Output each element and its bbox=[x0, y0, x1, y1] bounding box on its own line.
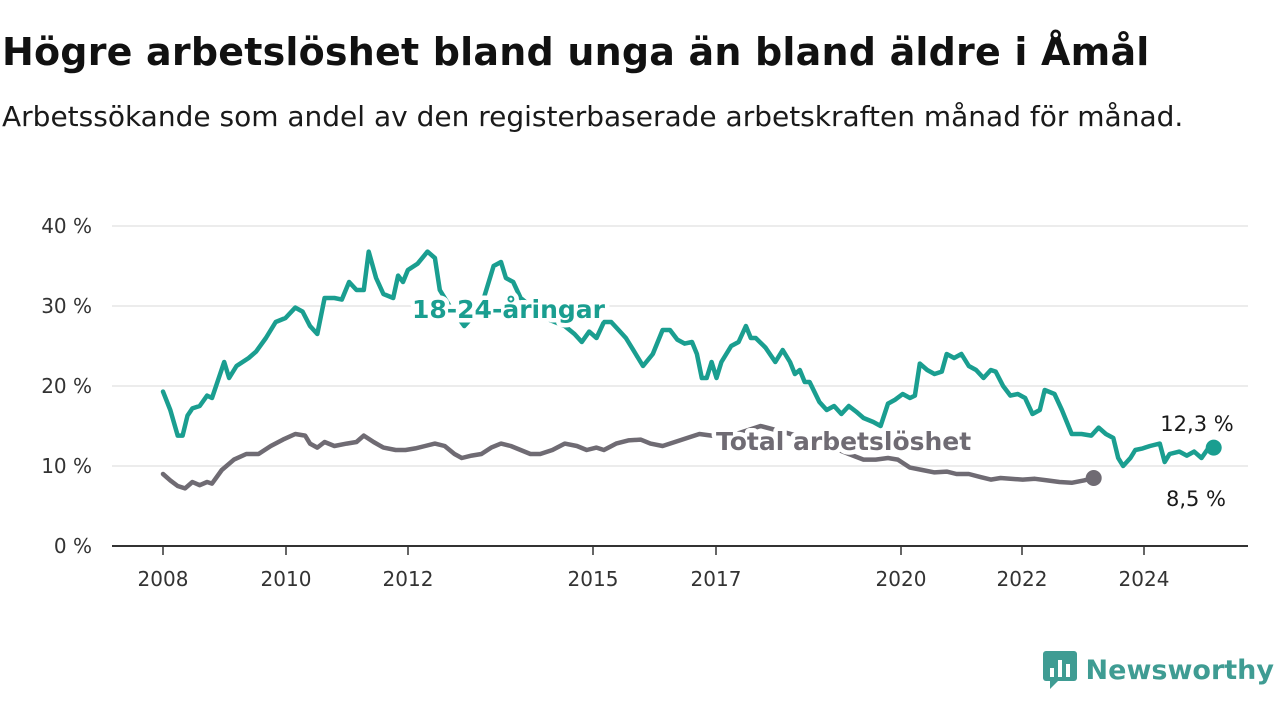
y-tick-label: 30 % bbox=[41, 294, 92, 318]
chart-subtitle: Arbetssökande som andel av den registerb… bbox=[2, 100, 1184, 133]
newsworthy-icon bbox=[1042, 651, 1077, 689]
series-end-marker bbox=[1085, 470, 1102, 486]
brand-name: Newsworthy bbox=[1085, 654, 1274, 686]
series-name-halo: Total arbetslöshet bbox=[716, 427, 971, 456]
y-tick-label: 10 % bbox=[41, 454, 92, 478]
x-tick-label: 2017 bbox=[691, 567, 742, 591]
series-name-halo: 18-24-åringar bbox=[412, 295, 606, 324]
x-tick-label: 2022 bbox=[997, 567, 1048, 591]
newsworthy-logo: Newsworthy bbox=[1042, 650, 1274, 690]
series-lines bbox=[160, 249, 1222, 491]
x-tick-label: 2015 bbox=[568, 567, 619, 591]
series-name-label: 18-24-åringar bbox=[412, 295, 606, 324]
y-tick-label: 40 % bbox=[41, 214, 92, 238]
y-tick-label: 20 % bbox=[41, 374, 92, 398]
y-axis-ticks: 0 % 10 % 20 % 30 % 40 % bbox=[41, 214, 92, 558]
x-tick-label: 2020 bbox=[876, 567, 927, 591]
gridlines bbox=[112, 225, 1248, 547]
series-name-label: Total arbetslöshet bbox=[716, 427, 971, 456]
series-end-value-label: 8,5 % bbox=[1166, 487, 1226, 511]
series-end-value-label: 12,3 % bbox=[1160, 412, 1233, 436]
x-tick-label: 2008 bbox=[138, 567, 189, 591]
series-line bbox=[160, 249, 1216, 469]
x-tick-label: 2012 bbox=[383, 567, 434, 591]
chart-title: Högre arbetslöshet bland unga än bland ä… bbox=[2, 30, 1150, 74]
series-line bbox=[160, 423, 1096, 491]
x-axis-ticks: 2008 2010 2012 2015 2017 2020 2022 2024 bbox=[138, 546, 1170, 591]
y-tick-label: 0 % bbox=[54, 534, 92, 558]
x-tick-label: 2010 bbox=[261, 567, 312, 591]
x-tick-label: 2024 bbox=[1119, 567, 1170, 591]
series-end-marker bbox=[1205, 439, 1222, 456]
